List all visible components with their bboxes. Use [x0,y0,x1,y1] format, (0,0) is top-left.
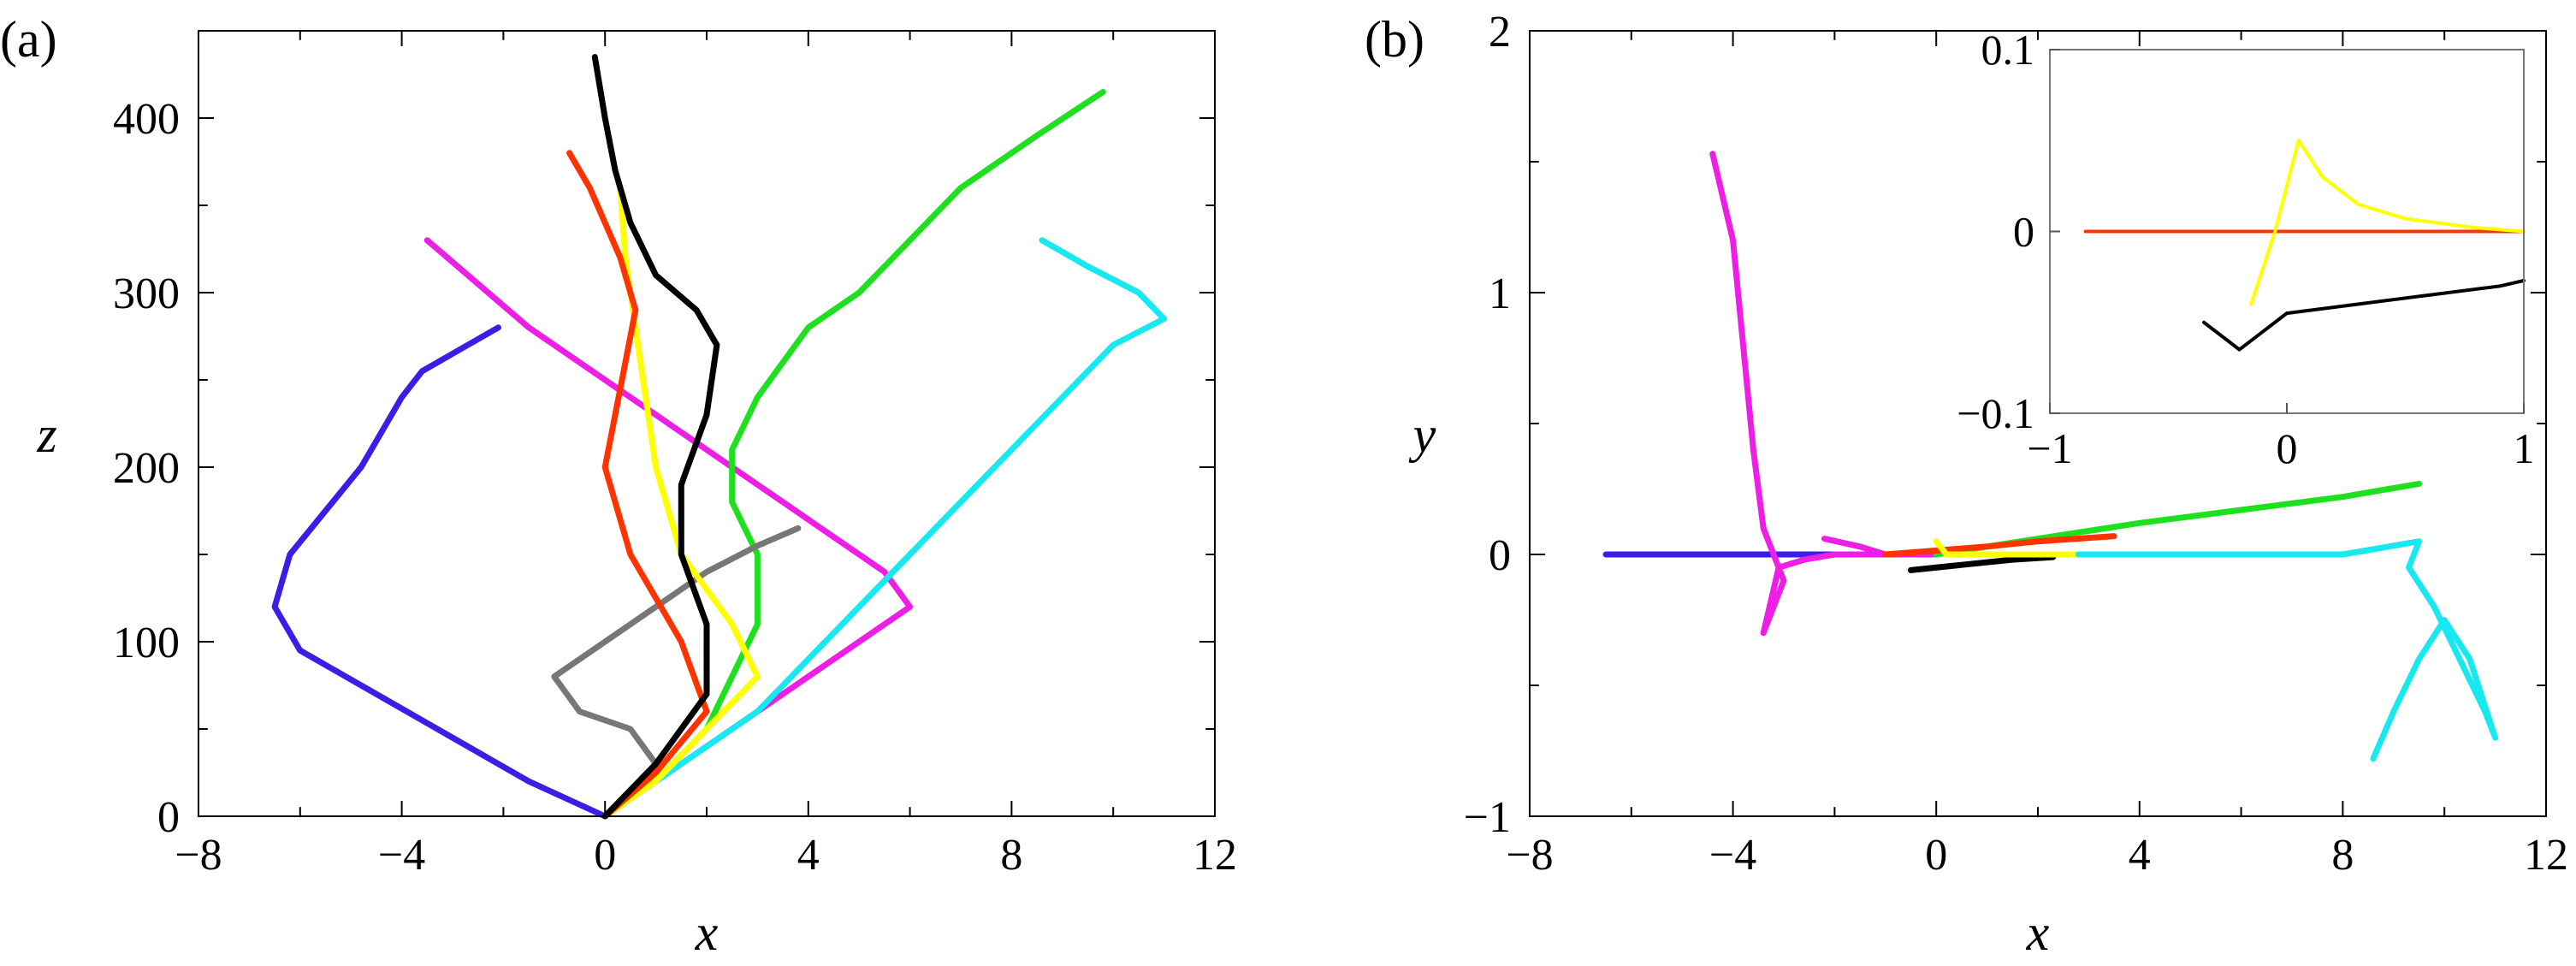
panel-b-y-tick-label: −1 [1464,793,1511,842]
panel-a-y-tick-label: 0 [157,793,180,842]
panel-a-x-tick-label: 12 [1193,831,1237,880]
inset-x-tick-label: 1 [2514,424,2535,472]
inset-y-tick-label: −0.1 [1957,389,2034,437]
inset-y-tick-label: 0.1 [1981,26,2035,74]
panel-b-y-tick-label: 2 [1489,8,1511,56]
panel-a-series-line-5 [551,524,802,820]
inset-y-tick-label: 0 [2013,208,2034,256]
panel-b-y-axis-label: y [1408,406,1436,463]
panel-b-series-group [1602,151,2499,762]
inset-ticks: −1 0 1 −0.1 0 0.1 [1957,26,2534,472]
panel-b-series-line-7 [2076,538,2499,762]
panel-a-x-tick-label: 4 [797,831,820,880]
panel-b-inset: −1 0 1 −0.1 0 0.1 [1957,26,2534,472]
panel-a-y-tick-label: 100 [113,619,180,667]
panel-a-x-tick-label: −8 [175,831,222,880]
panel-a-y-axis-label: z [36,406,56,463]
panel-a-series-line-3 [601,88,1106,820]
panel-a-label: (a) [0,11,57,68]
panel-b-y-tick-label: 1 [1489,270,1511,318]
panel-a-series-line-7 [566,150,710,820]
inset-series-line-2 [2249,139,2526,306]
panel-b-y-tick-label: 0 [1489,531,1511,580]
panel-a-y-tick-label: 200 [113,444,180,493]
panel-a: (a) −8 −4 0 4 8 12 0 100 200 300 400 x z [0,11,1237,961]
panel-b-x-tick-label: −4 [1709,831,1756,880]
panel-b-series-line-2 [1709,151,1939,637]
inset-series-group [2083,139,2526,352]
panel-b-x-axis-label: x [2026,904,2050,961]
panel-a-series-line-4 [601,237,1168,820]
panel-a-series-line-1 [271,324,608,820]
inset-series-line-3 [2202,278,2526,352]
panel-b-x-tick-label: 4 [2129,831,2151,880]
panel-b-series-line-6 [1933,538,2082,558]
panel-b-x-tick-label: 12 [2524,831,2568,880]
panel-b-series-line-4 [1882,533,2117,558]
panel-b-x-tick-label: 0 [1925,831,1947,880]
inset-x-tick-label: −1 [2027,424,2072,472]
panel-a-x-tick-label: 0 [594,831,616,880]
inset-x-tick-label: 0 [2277,424,2298,472]
panel-a-y-tick-label: 300 [113,270,180,318]
panel-a-series-group [271,54,1168,820]
panel-a-y-tick-label: 400 [113,95,180,144]
panel-b-x-tick-label: 8 [2331,831,2354,880]
panel-b-x-tick-label: −8 [1506,831,1553,880]
panel-a-x-axis-label: x [695,904,719,961]
panel-a-x-tick-label: −4 [378,831,425,880]
panel-b-label: (b) [1365,11,1424,68]
panel-a-x-tick-label: 8 [1000,831,1022,880]
panel-a-series-line-8 [591,54,720,820]
panel-b-series-line-5 [1908,554,2057,573]
panel-a-ticks: −8 −4 0 4 8 12 0 100 200 300 400 [113,31,1237,880]
